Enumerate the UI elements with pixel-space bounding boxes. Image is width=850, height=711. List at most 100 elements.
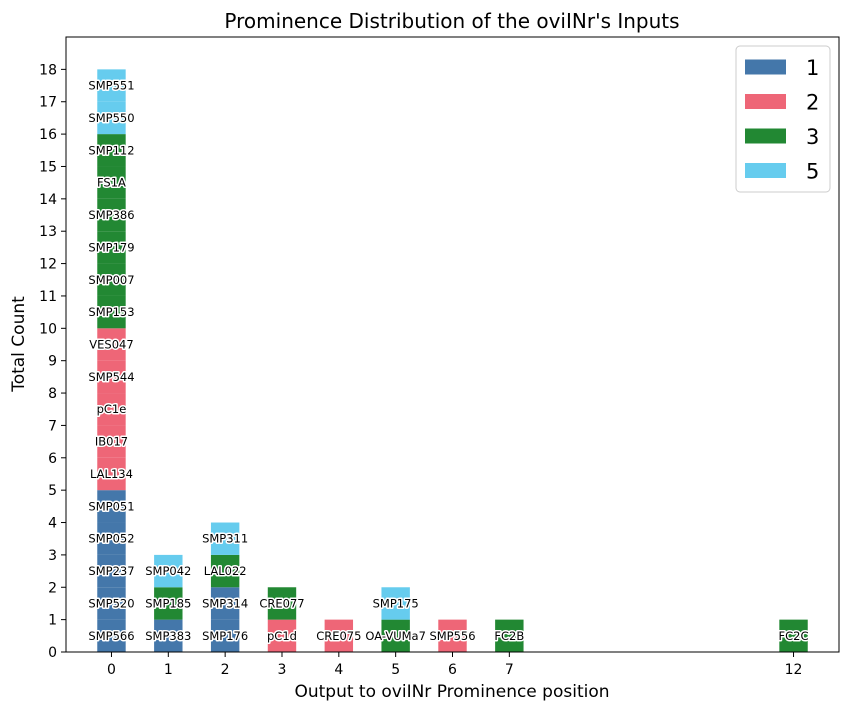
bar-segment-ves047 bbox=[97, 328, 126, 361]
bar-segment-smp520 bbox=[97, 587, 126, 620]
chart-title: Prominence Distribution of the oviINr's … bbox=[224, 9, 679, 33]
bar-segment-smp175 bbox=[381, 587, 410, 620]
bar-segment-smp550 bbox=[97, 101, 126, 135]
bar-segment-cre077 bbox=[267, 587, 297, 620]
y-tick-label: 13 bbox=[39, 224, 57, 240]
bar-label-lal022: LAL022 bbox=[204, 564, 247, 578]
bar-segment-fs1a bbox=[97, 166, 126, 199]
bar-segment-smp007 bbox=[97, 263, 126, 296]
bar-segment-smp176 bbox=[210, 619, 240, 652]
y-tick-label: 15 bbox=[39, 159, 57, 175]
bar-segment-smp237 bbox=[97, 554, 126, 588]
y-axis-label: Total Count bbox=[9, 296, 29, 393]
bar-label-smp520: SMP520 bbox=[88, 596, 134, 610]
bar-label-fs1a: FS1A bbox=[97, 176, 126, 190]
y-tick-label: 5 bbox=[48, 483, 57, 499]
bar-label-smp314: SMP314 bbox=[202, 596, 248, 610]
bar-label-ib017: IB017 bbox=[95, 435, 128, 449]
bar-label-smp550: SMP550 bbox=[88, 111, 134, 125]
bar-segment-lal134 bbox=[97, 457, 126, 491]
bar-label-smp237: SMP237 bbox=[88, 564, 134, 578]
y-tick-label: 3 bbox=[48, 548, 57, 564]
y-tick-label: 7 bbox=[48, 418, 57, 434]
x-tick-label: 12 bbox=[785, 662, 803, 678]
y-tick-label: 10 bbox=[39, 321, 57, 337]
bar-label-lal134: LAL134 bbox=[90, 467, 133, 481]
bar-labels-layer: SMP566 SMP520 SMP237 SMP052 SMP051 LAL134 IB01… bbox=[87, 77, 810, 644]
x-tick-label: 0 bbox=[107, 662, 116, 678]
bar-segment-smp566 bbox=[97, 619, 126, 652]
bar-label-cre075: CRE075 bbox=[316, 629, 361, 643]
y-tick-label: 0 bbox=[48, 645, 57, 661]
y-tick-label: 12 bbox=[39, 257, 57, 273]
x-tick-label: 2 bbox=[221, 662, 230, 678]
bar-label-smp051: SMP051 bbox=[88, 499, 134, 513]
legend-swatch-3 bbox=[745, 128, 786, 144]
bar-label-oa-vuma7: OA-VUMa7 bbox=[365, 629, 426, 643]
bar-segment-smp556 bbox=[438, 619, 467, 652]
bar-segment-smp383 bbox=[154, 619, 183, 652]
x-tick-label: 4 bbox=[334, 662, 343, 678]
y-tick-label: 18 bbox=[39, 62, 57, 78]
legend-swatch-2 bbox=[745, 94, 786, 109]
y-tick-label: 8 bbox=[48, 386, 57, 402]
bar-segment-pc1d bbox=[267, 619, 297, 652]
bar-label-fc2b: FC2B bbox=[494, 629, 524, 643]
y-tick-label: 2 bbox=[48, 580, 57, 596]
bar-label-smp383: SMP383 bbox=[145, 629, 191, 643]
x-axis-label: Output to oviINr Prominence position bbox=[294, 682, 609, 702]
bar-label-smp311: SMP311 bbox=[202, 532, 248, 546]
y-tick-label: 9 bbox=[48, 354, 57, 370]
bar-label-smp386: SMP386 bbox=[88, 208, 134, 222]
legend-box bbox=[735, 45, 831, 193]
bar-label-smp153: SMP153 bbox=[88, 305, 134, 319]
y-tick-label: 17 bbox=[39, 95, 57, 111]
bar-segment-smp153 bbox=[97, 295, 126, 329]
legend-swatch-5 bbox=[745, 163, 786, 178]
bar-label-smp175: SMP175 bbox=[373, 596, 419, 610]
bar-label-smp112: SMP112 bbox=[88, 143, 134, 157]
bars-layer bbox=[97, 69, 808, 652]
bar-label-smp566: SMP566 bbox=[88, 629, 134, 643]
bar-label-cre077: CRE077 bbox=[259, 596, 304, 610]
bar-segment-smp052 bbox=[97, 522, 126, 555]
x-tick-label: 1 bbox=[164, 662, 173, 678]
y-tick-label: 16 bbox=[39, 127, 57, 143]
bar-segment-smp314 bbox=[210, 587, 240, 620]
bar-segment-smp051 bbox=[97, 490, 126, 523]
bar-segment-oa-vuma7 bbox=[381, 619, 410, 652]
bar-segment-pc1e bbox=[97, 393, 126, 426]
x-tick-label: 6 bbox=[448, 662, 457, 678]
x-tick-label: 5 bbox=[391, 662, 400, 678]
legend-label-1: 1 bbox=[806, 56, 819, 80]
bar-segment-smp112 bbox=[97, 134, 126, 167]
legend: 1 2 3 5 bbox=[735, 45, 831, 193]
bar-segment-smp544 bbox=[97, 360, 126, 394]
bar-segment-smp185 bbox=[154, 587, 183, 620]
bar-segment-smp311 bbox=[210, 522, 240, 555]
bar-label-smp556: SMP556 bbox=[429, 629, 475, 643]
bar-segment-smp551 bbox=[97, 69, 126, 102]
bar-label-smp007: SMP007 bbox=[88, 273, 134, 287]
legend-swatch-1 bbox=[745, 59, 786, 75]
bar-label-pc1e: pC1e bbox=[97, 402, 127, 416]
x-tick-label: 7 bbox=[505, 662, 514, 678]
bar-label-pc1d: pC1d bbox=[267, 629, 297, 643]
bar-label-ves047: VES047 bbox=[89, 338, 133, 352]
bar-label-smp179: SMP179 bbox=[88, 240, 134, 254]
bar-segment-smp042 bbox=[154, 554, 183, 588]
bar-segment-smp179 bbox=[97, 231, 126, 264]
bar-segment-lal022 bbox=[210, 554, 240, 588]
bar-label-smp544: SMP544 bbox=[88, 370, 134, 384]
x-axis: 0 1 2 3 4 5 6 7 12 bbox=[107, 652, 802, 678]
bar-segment-cre075 bbox=[324, 619, 354, 652]
bar-label-fc2c: FC2C bbox=[779, 629, 809, 643]
x-tick-label: 3 bbox=[278, 662, 287, 678]
y-tick-label: 11 bbox=[39, 289, 57, 305]
bar-segment-ib017 bbox=[97, 425, 126, 458]
legend-label-3: 3 bbox=[806, 125, 819, 149]
y-tick-label: 4 bbox=[48, 516, 57, 532]
